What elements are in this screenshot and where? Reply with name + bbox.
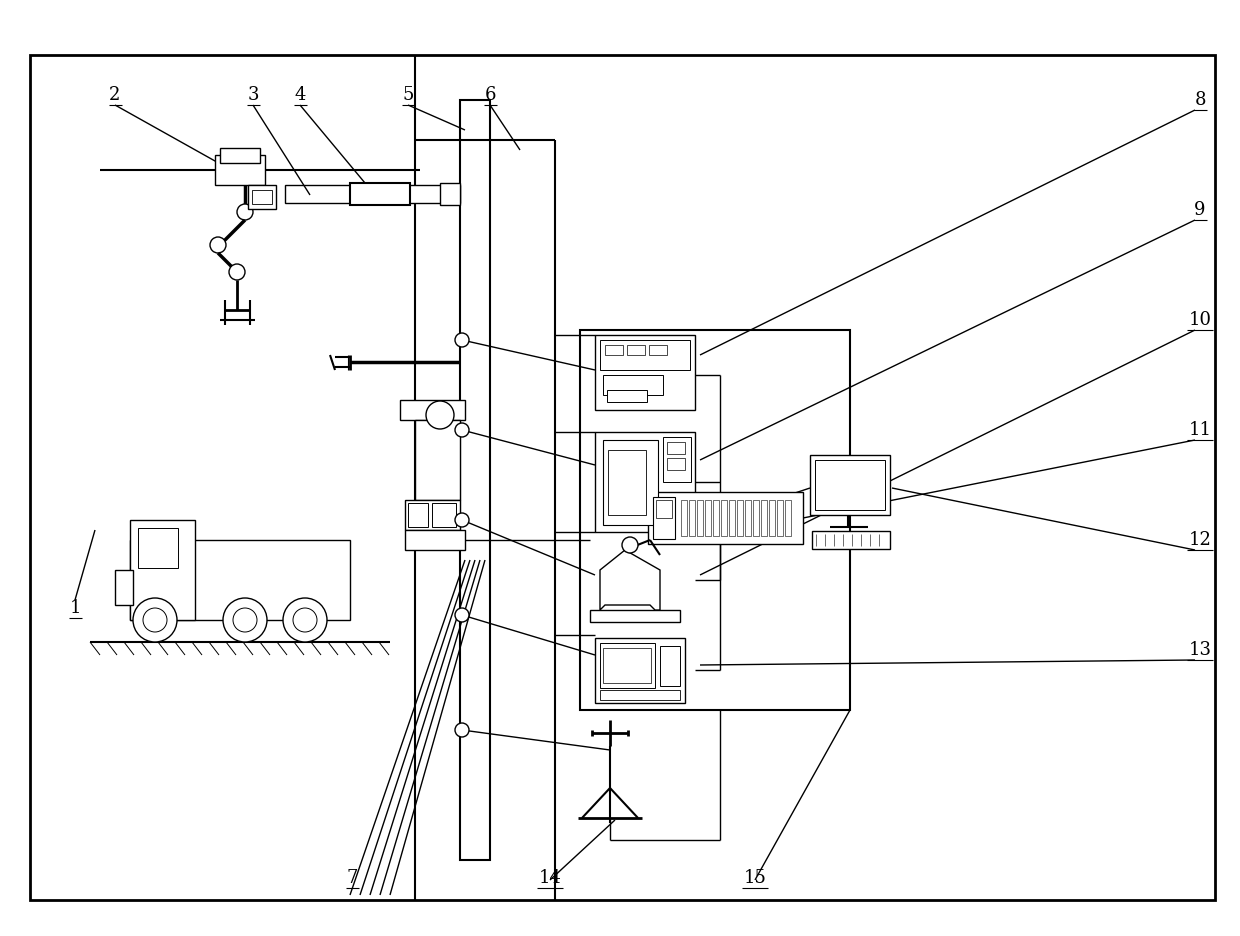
Text: 11: 11 [1188, 421, 1211, 439]
Bar [460, 100, 490, 860]
Bar [115, 570, 133, 605]
Bar [745, 500, 751, 536]
Text: 9: 9 [1194, 201, 1205, 219]
Bar [761, 500, 768, 536]
Bar [215, 155, 265, 185]
Bar [130, 520, 195, 620]
Bar [219, 148, 260, 163]
Text: 13: 13 [1188, 641, 1211, 659]
Bar [401, 400, 465, 420]
Bar [603, 375, 663, 395]
Bar [737, 500, 743, 536]
Bar [285, 185, 460, 203]
Circle shape [455, 513, 469, 527]
Bar [697, 500, 703, 536]
Circle shape [229, 264, 246, 280]
Bar [600, 340, 689, 370]
Bar [649, 345, 667, 355]
Bar [608, 390, 647, 402]
Circle shape [133, 598, 177, 642]
Circle shape [455, 423, 469, 437]
Bar [252, 190, 272, 204]
Bar [405, 500, 460, 530]
Text: 5: 5 [402, 86, 414, 104]
Bar [130, 540, 350, 620]
Bar [656, 500, 672, 518]
Bar [590, 610, 680, 622]
Bar [729, 500, 735, 536]
Bar [138, 528, 179, 568]
Circle shape [210, 237, 226, 253]
Bar [627, 345, 645, 355]
Text: 12: 12 [1189, 531, 1211, 549]
Bar [595, 335, 694, 410]
Bar [667, 458, 684, 470]
Bar [815, 460, 885, 510]
Bar [663, 437, 691, 482]
Bar [649, 492, 804, 544]
Bar [600, 643, 655, 688]
Bar [405, 530, 465, 550]
Bar [812, 531, 890, 549]
Circle shape [237, 204, 253, 220]
Bar [681, 500, 687, 536]
Circle shape [143, 608, 167, 632]
Bar [408, 503, 428, 527]
Bar [608, 450, 646, 515]
Bar [667, 442, 684, 454]
Bar [720, 500, 727, 536]
Text: 1: 1 [69, 599, 81, 617]
Bar [580, 330, 849, 710]
Text: 6: 6 [485, 86, 496, 104]
Bar [653, 497, 675, 539]
Circle shape [455, 333, 469, 347]
Bar [415, 420, 460, 500]
Circle shape [455, 723, 469, 737]
Text: 4: 4 [294, 86, 306, 104]
Bar [600, 690, 680, 700]
Bar [603, 648, 651, 683]
Text: 10: 10 [1188, 311, 1211, 329]
Text: 14: 14 [538, 869, 562, 887]
Text: 2: 2 [109, 86, 120, 104]
Bar [689, 500, 694, 536]
Circle shape [283, 598, 327, 642]
Circle shape [223, 598, 267, 642]
Bar [713, 500, 719, 536]
Circle shape [455, 608, 469, 622]
Bar [785, 500, 791, 536]
Bar [432, 503, 456, 527]
Text: 7: 7 [346, 869, 357, 887]
Bar [810, 455, 890, 515]
Bar [753, 500, 759, 536]
Bar [248, 185, 277, 209]
Circle shape [293, 608, 317, 632]
Bar [605, 345, 622, 355]
Bar [440, 183, 460, 205]
Text: 15: 15 [744, 869, 766, 887]
Bar [777, 500, 782, 536]
Circle shape [427, 401, 454, 429]
Circle shape [622, 537, 639, 553]
Bar [660, 646, 680, 686]
Text: 3: 3 [247, 86, 259, 104]
Bar [706, 500, 711, 536]
Circle shape [233, 608, 257, 632]
Bar [595, 638, 684, 703]
Bar [603, 440, 658, 525]
Bar [350, 183, 410, 205]
Text: 8: 8 [1194, 91, 1205, 109]
Bar [595, 432, 694, 532]
Bar [769, 500, 775, 536]
Polygon shape [600, 550, 660, 610]
